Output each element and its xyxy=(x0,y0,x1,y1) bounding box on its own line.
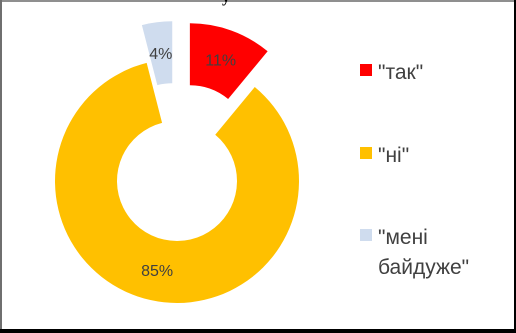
frame-border-top xyxy=(0,0,516,2)
cut-off-top-text: у xyxy=(222,0,230,7)
legend-swatch-tak xyxy=(360,64,372,76)
frame-border-bottom xyxy=(0,329,516,333)
slice-tak xyxy=(189,23,268,100)
legend-label-tak: "так" xyxy=(378,61,424,84)
legend-item-tak: "так" xyxy=(360,58,508,88)
data-label-ni: 85% xyxy=(141,263,173,280)
frame-border-right xyxy=(514,0,516,333)
slice-meni-baiduzhe xyxy=(141,21,173,86)
legend-swatch-ni xyxy=(360,147,372,159)
chart-legend: "так" "ні" "мені байдуже" xyxy=(360,0,510,333)
legend-item-ni: "ні" xyxy=(360,141,508,171)
legend-swatch-meni-baiduzhe xyxy=(360,229,372,241)
legend-label-meni-baiduzhe: "мені байдуже" xyxy=(378,226,470,279)
frame-border-left xyxy=(0,0,2,333)
slice-ni xyxy=(54,62,299,303)
data-label-meni-baiduzhe: 4% xyxy=(149,46,172,63)
legend-label-ni: "ні" xyxy=(378,144,410,167)
data-label-tak: 11% xyxy=(205,53,236,70)
legend-item-meni-baiduzhe: "мені байдуже" xyxy=(360,223,508,283)
